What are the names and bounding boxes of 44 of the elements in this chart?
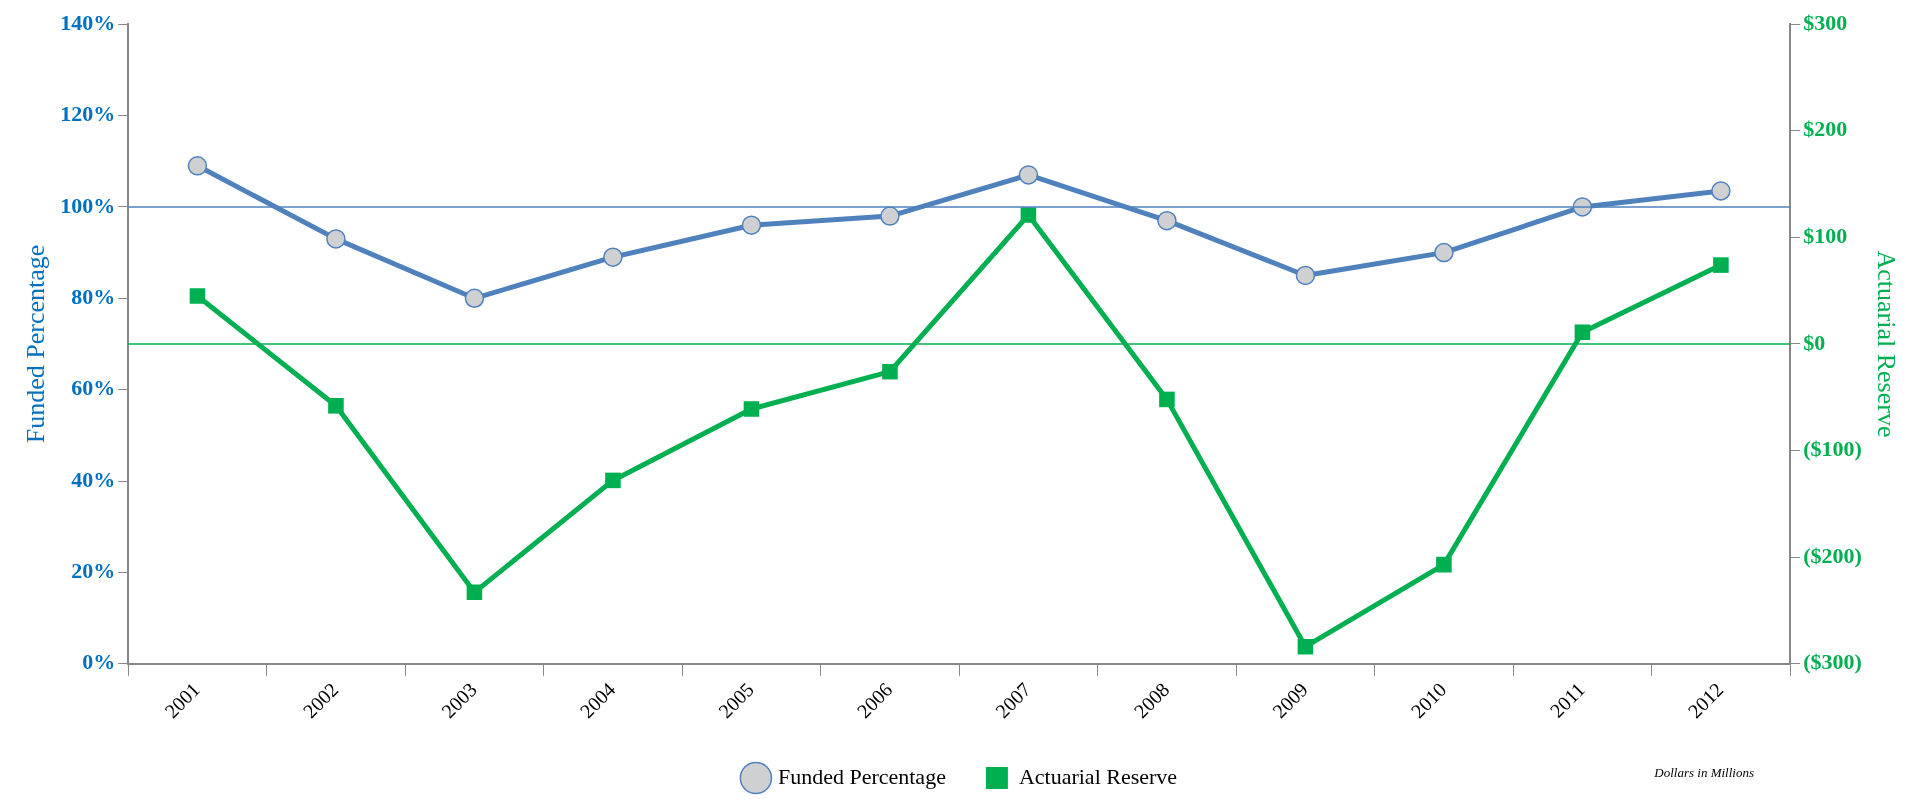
point bbox=[466, 584, 483, 601]
point bbox=[880, 206, 900, 226]
y2-tick-label: ($300) bbox=[1803, 649, 1862, 675]
y-tick-label: 80% bbox=[71, 283, 116, 309]
y2-tick-label: $0 bbox=[1803, 329, 1826, 355]
y-tick-label: 20% bbox=[71, 558, 116, 584]
legend-label: Actuarial Reserve bbox=[1018, 763, 1178, 789]
point bbox=[1711, 181, 1731, 201]
y-tick-label: 0% bbox=[82, 649, 116, 675]
text: Dollars in Millions bbox=[1653, 765, 1754, 781]
y2-tick-label: $300 bbox=[1803, 9, 1848, 35]
point bbox=[603, 247, 623, 267]
point bbox=[187, 156, 208, 176]
point bbox=[1713, 257, 1729, 273]
point bbox=[882, 363, 898, 380]
y-tick-label: 120% bbox=[60, 101, 116, 127]
point bbox=[326, 229, 346, 249]
point bbox=[1434, 242, 1454, 263]
y-axis-title: Funded Percentage bbox=[21, 244, 51, 444]
point bbox=[464, 288, 485, 309]
y-tick-label: 60% bbox=[71, 375, 116, 401]
point bbox=[328, 398, 344, 414]
point bbox=[1157, 210, 1177, 231]
y2-tick-label: ($200) bbox=[1803, 542, 1862, 568]
y2-axis-title: Actuarial Reserve bbox=[1871, 250, 1901, 438]
point bbox=[605, 472, 621, 489]
point bbox=[1574, 324, 1591, 341]
point bbox=[1297, 638, 1314, 655]
y-tick-label: 100% bbox=[60, 192, 116, 218]
y2-tick-label: ($100) bbox=[1803, 436, 1862, 462]
point bbox=[1436, 556, 1452, 573]
point bbox=[743, 401, 760, 417]
point bbox=[1018, 165, 1039, 185]
y2-tick-label: $100 bbox=[1803, 223, 1848, 249]
y2-tick-label: $200 bbox=[1803, 116, 1848, 142]
y-tick-label: 140% bbox=[60, 9, 116, 35]
point bbox=[189, 288, 206, 304]
point bbox=[1020, 207, 1037, 223]
y-tick-label: 40% bbox=[71, 466, 116, 492]
point bbox=[1159, 391, 1175, 408]
point bbox=[741, 215, 762, 235]
x-tick-label: 2011 bbox=[1545, 678, 1589, 722]
legend-label: Funded Percentage bbox=[777, 763, 946, 789]
point bbox=[1295, 265, 1316, 286]
